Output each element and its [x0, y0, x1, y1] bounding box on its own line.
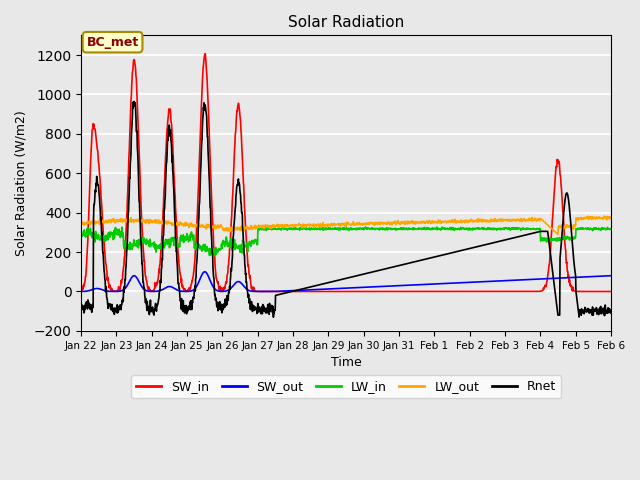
Text: BC_met: BC_met: [86, 36, 139, 48]
X-axis label: Time: Time: [331, 356, 362, 369]
Y-axis label: Solar Radiation (W/m2): Solar Radiation (W/m2): [15, 110, 28, 256]
Legend: SW_in, SW_out, LW_in, LW_out, Rnet: SW_in, SW_out, LW_in, LW_out, Rnet: [131, 375, 561, 398]
Title: Solar Radiation: Solar Radiation: [288, 15, 404, 30]
